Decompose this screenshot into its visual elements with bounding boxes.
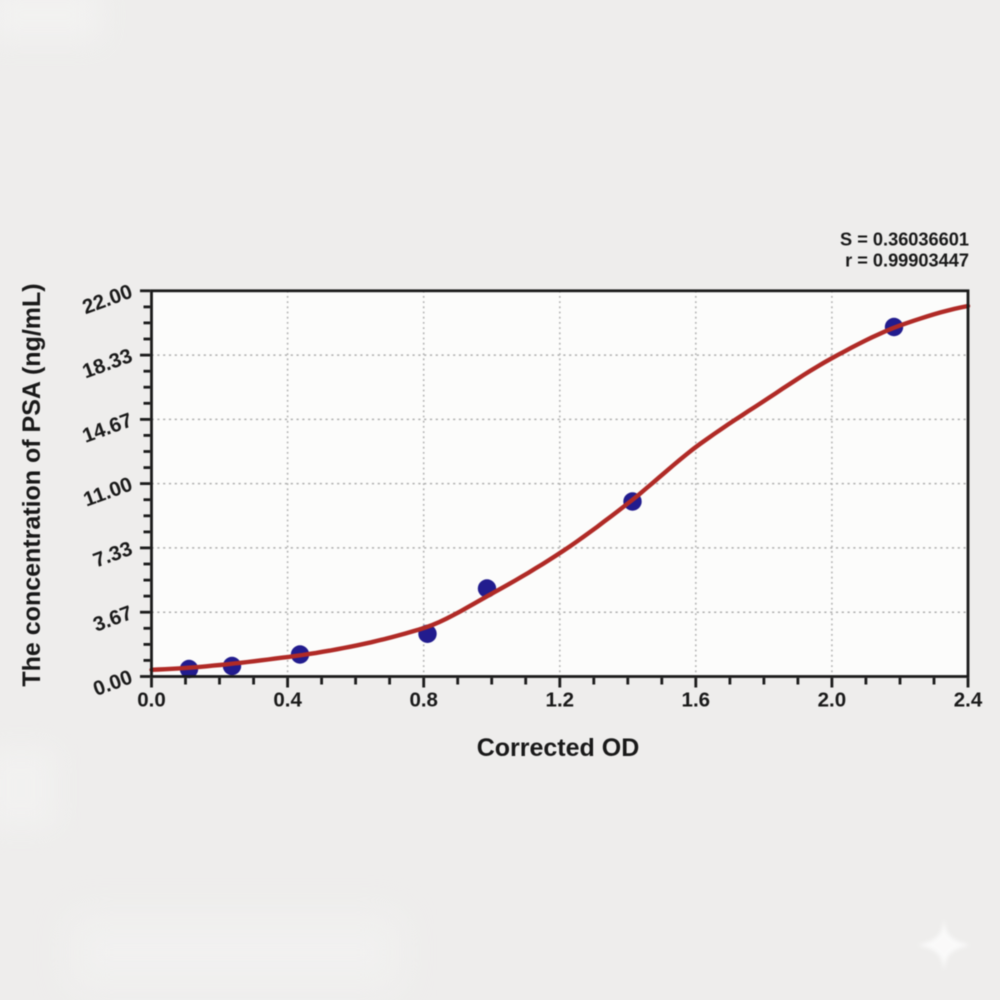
svg-text:0.00: 0.00 — [90, 666, 135, 701]
svg-text:S = 0.36036601: S = 0.36036601 — [840, 230, 969, 250]
svg-text:2.0: 2.0 — [818, 689, 847, 712]
svg-text:2.4: 2.4 — [954, 689, 983, 712]
svg-text:3.67: 3.67 — [90, 601, 135, 636]
svg-text:r = 0.99903447: r = 0.99903447 — [845, 251, 969, 271]
svg-text:18.33: 18.33 — [79, 344, 135, 383]
svg-text:1.2: 1.2 — [546, 689, 575, 712]
svg-text:1.6: 1.6 — [682, 689, 711, 712]
svg-text:11.00: 11.00 — [80, 473, 135, 512]
svg-text:14.67: 14.67 — [79, 409, 135, 448]
svg-text:22.00: 22.00 — [79, 280, 135, 319]
svg-text:0.4: 0.4 — [273, 689, 302, 712]
svg-text:Corrected OD: Corrected OD — [477, 734, 640, 762]
svg-text:0.8: 0.8 — [409, 689, 438, 712]
svg-text:0.0: 0.0 — [137, 689, 166, 712]
svg-text:7.33: 7.33 — [90, 537, 135, 572]
svg-text:The concentration of PSA (ng/m: The concentration of PSA (ng/mL) — [18, 283, 46, 686]
